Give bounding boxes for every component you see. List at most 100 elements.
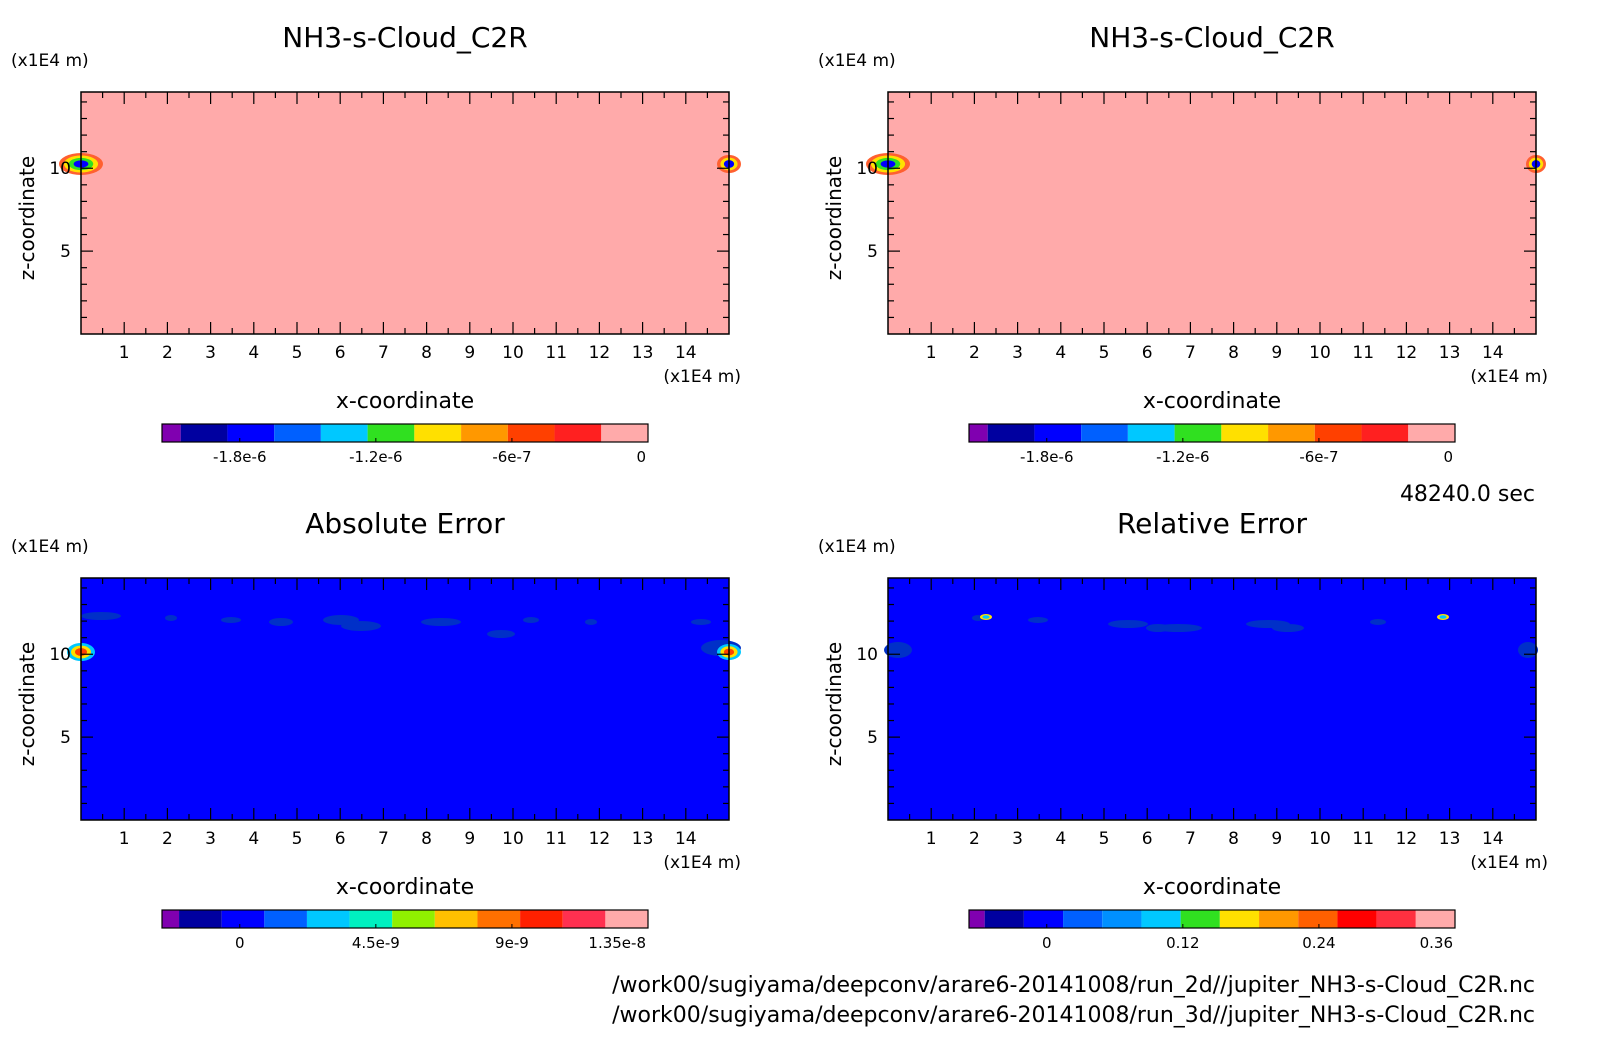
colorbar-tick-label: 9e-9 [495,934,529,952]
field-feature [1154,624,1202,632]
chart-panel-3: Absolute Error(x1E4 m)1 2 3 4 5 6 7 8 9 10 11 12 13 1… [11,507,741,952]
x-tick-label: 12 [1396,829,1418,849]
colorbar-tick-label: -6e-7 [1299,448,1338,466]
colorbar-swatch [1314,424,1362,442]
x-tick-label: 1 [119,829,130,849]
x-axis-title: x-coordinate [1143,875,1281,900]
colorbar-swatch [264,910,307,928]
x-tick-label: 7 [1185,343,1196,363]
colorbar-swatch [969,424,988,442]
x-tick-label: 13 [1439,829,1461,849]
x-tick-label: 11 [1352,343,1374,363]
colorbar-swatch [179,910,222,928]
field-feature [165,615,177,621]
file-path-2: /work00/sugiyama/deepconv/arare6-2014100… [612,1003,1535,1028]
field-feature [982,615,990,619]
colorbar-swatch [306,910,350,928]
x-axis-title: x-coordinate [336,389,474,414]
colorbar-swatch [520,910,563,928]
x-axis-title: x-coordinate [1143,389,1281,414]
x-tick-label: 12 [589,343,611,363]
colorbar-swatch [1180,910,1220,928]
x-tick-label: 2 [162,343,173,363]
x-tick-label: 14 [675,343,697,363]
y-tick-label: 10 [856,159,878,179]
y-axis-title: z-coordinate [15,642,39,766]
field-feature [1518,642,1538,658]
x-unit-label: (x1E4 m) [663,367,741,387]
plot-area [81,92,729,334]
colorbar-tick-label: 0 [1042,934,1052,952]
y-tick-label: 5 [60,242,71,262]
x-tick-label: 10 [1309,343,1331,363]
x-tick-label: 8 [1228,343,1239,363]
x-tick-label: 2 [162,829,173,849]
field-feature [421,618,461,626]
colorbar-tick-label: 0.36 [1420,934,1453,952]
colorbar-swatch [1102,910,1142,928]
colorbar-swatch [507,424,555,442]
colorbar-frame [161,423,649,443]
x-tick-label: 9 [1271,343,1282,363]
x-tick-label: 1 [119,343,130,363]
colorbar-frame [968,423,1456,443]
x-tick-label: 6 [1142,343,1153,363]
time-label: 48240.0 sec [1400,482,1535,507]
colorbar-tick-label: 0 [636,448,646,466]
colorbar-swatch [434,910,478,928]
field-feature [221,617,241,623]
y-tick-label: 10 [856,645,878,665]
field-feature [585,619,597,625]
colorbar-swatch [987,424,1035,442]
y-tick-label: 5 [867,242,878,262]
x-tick-label: 7 [1185,829,1196,849]
colorbar-swatch [1063,910,1103,928]
x-tick-label: 6 [1142,829,1153,849]
y-unit-label: (x1E4 m) [11,537,89,557]
x-tick-label: 2 [969,343,980,363]
field-feature [323,615,359,625]
colorbar-swatch [320,424,368,442]
x-tick-label: 3 [205,829,216,849]
colorbar-swatch [274,424,321,442]
y-axis-title: z-coordinate [15,156,39,280]
colorbar-tick-label: 0.12 [1166,934,1199,952]
colorbar-swatch [562,910,606,928]
field-feature [487,630,515,638]
colorbar-swatch [1415,910,1455,928]
x-tick-label: 11 [545,343,567,363]
x-tick-label: 5 [292,343,303,363]
field-feature [1108,620,1148,628]
chart-title: NH3-s-Cloud_C2R [1089,21,1334,54]
colorbar-swatch [1174,424,1222,442]
chart-title: Absolute Error [305,507,505,540]
x-tick-label: 13 [632,829,654,849]
field-feature [81,612,121,620]
x-tick-label: 7 [378,829,389,849]
y-unit-label: (x1E4 m) [818,51,896,71]
x-tick-label: 1 [926,829,937,849]
x-tick-label: 9 [464,829,475,849]
colorbar-swatch [162,424,181,442]
colorbar-tick-label: 0.24 [1302,934,1335,952]
chart-panel-1: NH3-s-Cloud_C2R(x1E4 m)1 2 3 4 5 6 7 8 9 10 11 12 13… [11,21,741,466]
field-feature [1028,617,1048,623]
x-tick-label: 8 [421,829,432,849]
colorbar-swatch [969,910,985,928]
colorbar-swatch [984,910,1024,928]
y-tick-label: 10 [49,159,71,179]
colorbar-swatch [367,424,415,442]
y-unit-label: (x1E4 m) [11,51,89,71]
x-axis-title: x-coordinate [336,875,474,900]
x-tick-label: 8 [1228,829,1239,849]
x-tick-label: 14 [1482,343,1504,363]
x-tick-label: 4 [1055,343,1066,363]
colorbar-swatch [414,424,462,442]
field-feature [1272,624,1304,632]
field-feature [1370,619,1386,625]
colorbar-swatch [1376,910,1416,928]
colorbar-swatch [180,424,228,442]
x-unit-label: (x1E4 m) [1470,853,1548,873]
colorbar-swatch [221,910,265,928]
